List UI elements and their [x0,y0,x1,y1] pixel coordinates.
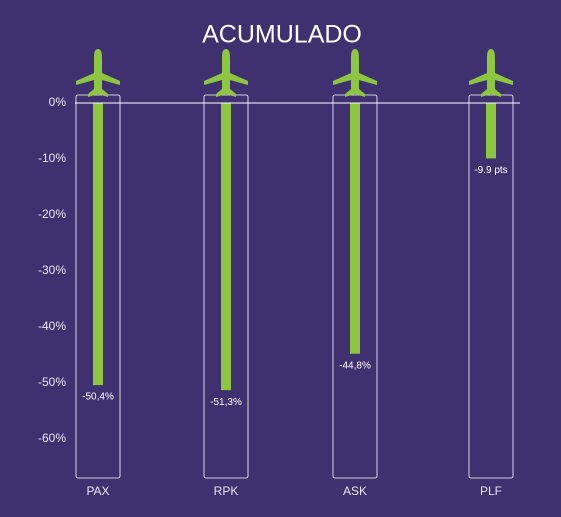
chart-title: ACUMULADO [202,21,362,49]
plane-icon [333,49,377,97]
x-tick-label: RPK [214,484,239,498]
value-label: -44,8% [339,360,371,371]
y-tick-label: -20% [38,207,66,221]
x-tick-label: PAX [86,484,109,498]
column-frame [332,94,378,479]
plane-icon [76,49,120,97]
y-tick-label: -50% [38,375,66,389]
column-frame [203,94,249,479]
y-tick-label: -60% [38,431,66,445]
bar [350,103,360,354]
bar [93,103,103,386]
x-tick-label: PLF [480,484,502,498]
column-frame [75,94,121,479]
x-tick-label: ASK [343,484,367,498]
y-tick-label: -30% [38,263,66,277]
plane-icon [204,49,248,97]
y-tick-label: 0% [49,95,67,109]
value-label: -50,4% [82,392,114,403]
y-tick-label: -40% [38,319,66,333]
value-label: -9.9 pts [474,165,507,176]
column-frame [468,94,514,479]
y-tick-label: -10% [38,151,66,165]
bar [486,103,496,159]
value-label: -51,3% [210,397,242,408]
bar [221,103,231,391]
plane-icon [469,49,513,97]
